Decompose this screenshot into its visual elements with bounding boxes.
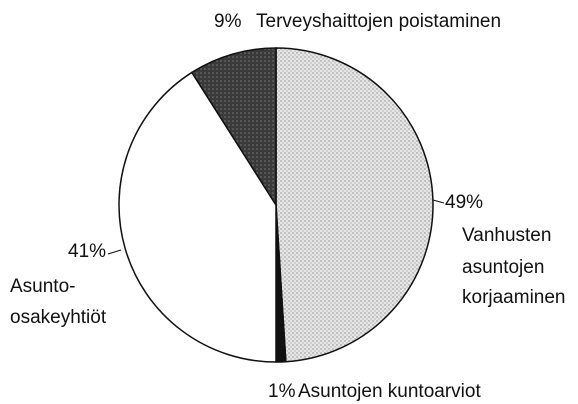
value-label: 49% bbox=[445, 192, 483, 213]
category-label: Asunto- bbox=[10, 276, 75, 297]
pie-slice bbox=[275, 47, 434, 363]
leader-line bbox=[107, 249, 122, 255]
category-label: Vanhusten bbox=[462, 225, 551, 246]
category-label: Asuntojen kuntoarviot bbox=[298, 381, 481, 402]
category-label: asuntojen bbox=[462, 257, 544, 278]
value-label: 9% bbox=[214, 11, 242, 32]
leader-line bbox=[432, 199, 445, 204]
pie-slice bbox=[118, 71, 277, 363]
value-label: 41% bbox=[68, 241, 106, 262]
category-label: korjaaminen bbox=[462, 287, 566, 308]
category-label: osakeyhtiöt bbox=[10, 307, 107, 328]
pie-slice bbox=[190, 47, 277, 208]
category-label: Terveyshaittojen poistaminen bbox=[256, 11, 501, 32]
value-label: 1% bbox=[268, 381, 296, 402]
